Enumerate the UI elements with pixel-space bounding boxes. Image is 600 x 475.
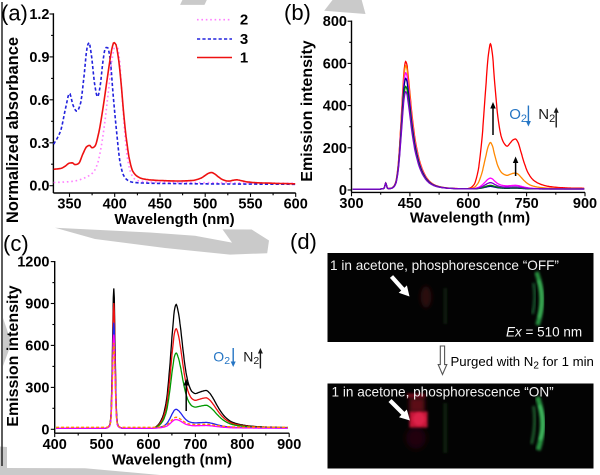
svg-text:1.2: 1.2 [29, 7, 49, 23]
svg-text:3: 3 [240, 31, 248, 48]
svg-text:400: 400 [323, 99, 347, 115]
svg-text:550: 550 [238, 197, 262, 213]
svg-text:400: 400 [103, 197, 127, 213]
svg-text:0: 0 [339, 183, 347, 199]
svg-text:1: 1 [240, 50, 248, 67]
svg-text:600: 600 [136, 437, 160, 453]
svg-text:0: 0 [41, 422, 49, 438]
svg-text:450: 450 [398, 196, 422, 212]
svg-text:600: 600 [25, 338, 49, 354]
svg-text:600: 600 [456, 196, 480, 212]
svg-text:Normalized absorbance: Normalized absorbance [4, 37, 22, 223]
svg-text:Wavelength (nm): Wavelength (nm) [410, 210, 530, 227]
svg-text:800: 800 [323, 14, 347, 30]
svg-text:900: 900 [277, 437, 301, 453]
svg-text:(b): (b) [284, 0, 311, 25]
svg-text:(d): (d) [290, 229, 317, 254]
svg-text:500: 500 [89, 437, 113, 453]
svg-text:750: 750 [514, 196, 538, 212]
svg-text:300: 300 [25, 380, 49, 396]
svg-text:0.3: 0.3 [29, 136, 49, 152]
svg-text:700: 700 [183, 437, 207, 453]
svg-text:600: 600 [284, 197, 308, 213]
svg-text:1 in acetone, phosphorescence: 1 in acetone, phosphorescence “OFF” [330, 258, 559, 273]
svg-text:300: 300 [339, 196, 363, 212]
svg-text:0.6: 0.6 [29, 93, 49, 109]
svg-text:900: 900 [573, 196, 597, 212]
svg-text:Ex = 510 nm: Ex = 510 nm [506, 325, 582, 340]
svg-text:0.9: 0.9 [29, 50, 49, 66]
svg-text:(a): (a) [1, 1, 28, 26]
svg-text:(c): (c) [3, 231, 29, 256]
svg-text:Purged with N2 for 1 min: Purged with N2 for 1 min [451, 354, 594, 372]
svg-text:1 in acetone, phosphorescence: 1 in acetone, phosphorescence “ON” [332, 385, 555, 400]
svg-text:600: 600 [323, 56, 347, 72]
svg-text:900: 900 [25, 297, 49, 313]
svg-text:800: 800 [230, 437, 254, 453]
svg-text:450: 450 [148, 197, 172, 213]
svg-text:Emission intensity: Emission intensity [299, 40, 316, 181]
svg-text:Wavelength (nm): Wavelength (nm) [112, 452, 232, 469]
svg-text:0.0: 0.0 [29, 179, 49, 195]
svg-text:Emission intensity: Emission intensity [5, 285, 22, 426]
svg-text:500: 500 [193, 197, 217, 213]
svg-text:1200: 1200 [17, 255, 49, 271]
svg-text:2: 2 [240, 12, 248, 29]
svg-text:350: 350 [57, 197, 81, 213]
svg-text:400: 400 [43, 437, 67, 453]
svg-text:Wavelength (nm): Wavelength (nm) [114, 211, 234, 228]
svg-text:200: 200 [323, 141, 347, 157]
